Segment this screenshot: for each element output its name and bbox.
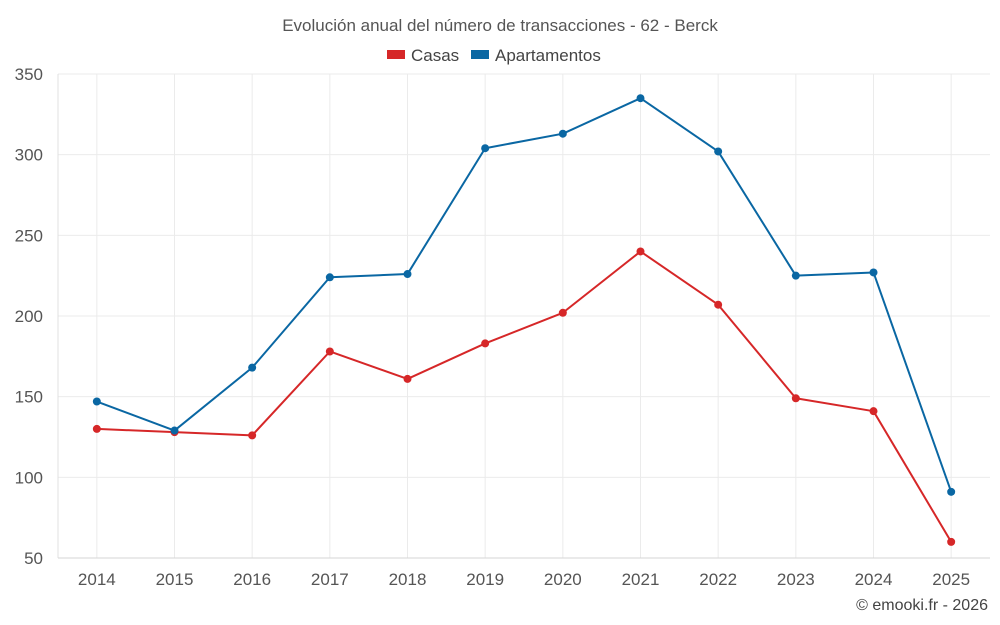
data-point-apartamentos[interactable] (325, 273, 334, 282)
data-point-apartamentos[interactable] (170, 426, 179, 435)
y-tick-label: 250 (15, 226, 43, 245)
legend: Casas Apartamentos (387, 46, 601, 65)
legend-label-apartamentos: Apartamentos (495, 46, 601, 65)
data-point-casas[interactable] (92, 424, 101, 433)
y-tick-label: 200 (15, 307, 43, 326)
data-point-casas[interactable] (714, 300, 723, 309)
x-tick-label: 2023 (777, 570, 815, 589)
y-tick-label: 350 (15, 65, 43, 84)
data-point-casas[interactable] (636, 247, 645, 256)
data-point-apartamentos[interactable] (92, 397, 101, 406)
grid (57, 73, 990, 559)
series-line-apartamentos (96, 97, 953, 493)
data-point-casas[interactable] (947, 537, 956, 546)
data-point-apartamentos[interactable] (403, 270, 412, 279)
credit-text: © emooki.fr - 2026 (856, 597, 988, 614)
y-axis: 50 100 150 200 250 300 350 (15, 65, 43, 568)
x-tick-label: 2018 (389, 570, 427, 589)
data-point-casas[interactable] (248, 431, 257, 440)
x-tick-label: 2020 (544, 570, 582, 589)
x-tick-label: 2025 (932, 570, 970, 589)
data-point-casas[interactable] (791, 394, 800, 403)
x-tick-label: 2016 (233, 570, 271, 589)
legend-label-casas: Casas (411, 46, 459, 65)
x-axis: 2014 2015 2016 2017 2018 2019 2020 2021 2022 2023… (78, 570, 970, 589)
data-point-casas[interactable] (325, 347, 334, 356)
series-layer (92, 94, 956, 546)
y-tick-label: 150 (15, 388, 43, 407)
y-tick-label: 50 (24, 549, 43, 568)
data-point-apartamentos[interactable] (481, 144, 490, 153)
y-tick-label: 100 (15, 468, 43, 487)
data-point-apartamentos[interactable] (947, 487, 956, 496)
x-tick-label: 2024 (855, 570, 893, 589)
data-point-apartamentos[interactable] (791, 271, 800, 280)
data-point-apartamentos[interactable] (714, 147, 723, 156)
legend-swatch-casas (387, 50, 405, 59)
legend-item-apartamentos[interactable]: Apartamentos (471, 46, 601, 65)
data-point-casas[interactable] (403, 374, 412, 383)
chart-title: Evolución anual del número de transaccio… (282, 16, 718, 35)
data-point-casas[interactable] (869, 407, 878, 416)
x-tick-label: 2017 (311, 570, 349, 589)
data-point-casas[interactable] (558, 308, 567, 317)
legend-swatch-apartamentos (471, 50, 489, 59)
x-tick-label: 2021 (622, 570, 660, 589)
x-tick-label: 2022 (699, 570, 737, 589)
x-tick-label: 2014 (78, 570, 116, 589)
x-tick-label: 2015 (156, 570, 194, 589)
data-point-apartamentos[interactable] (636, 94, 645, 103)
series-line-casas (96, 250, 953, 543)
y-tick-label: 300 (15, 146, 43, 165)
data-point-apartamentos[interactable] (248, 363, 257, 372)
data-point-casas[interactable] (481, 339, 490, 348)
series-apartamentos (92, 94, 956, 496)
data-point-apartamentos[interactable] (869, 268, 878, 277)
x-tick-label: 2019 (466, 570, 504, 589)
legend-item-casas[interactable]: Casas (387, 46, 459, 65)
data-point-apartamentos[interactable] (558, 129, 567, 138)
